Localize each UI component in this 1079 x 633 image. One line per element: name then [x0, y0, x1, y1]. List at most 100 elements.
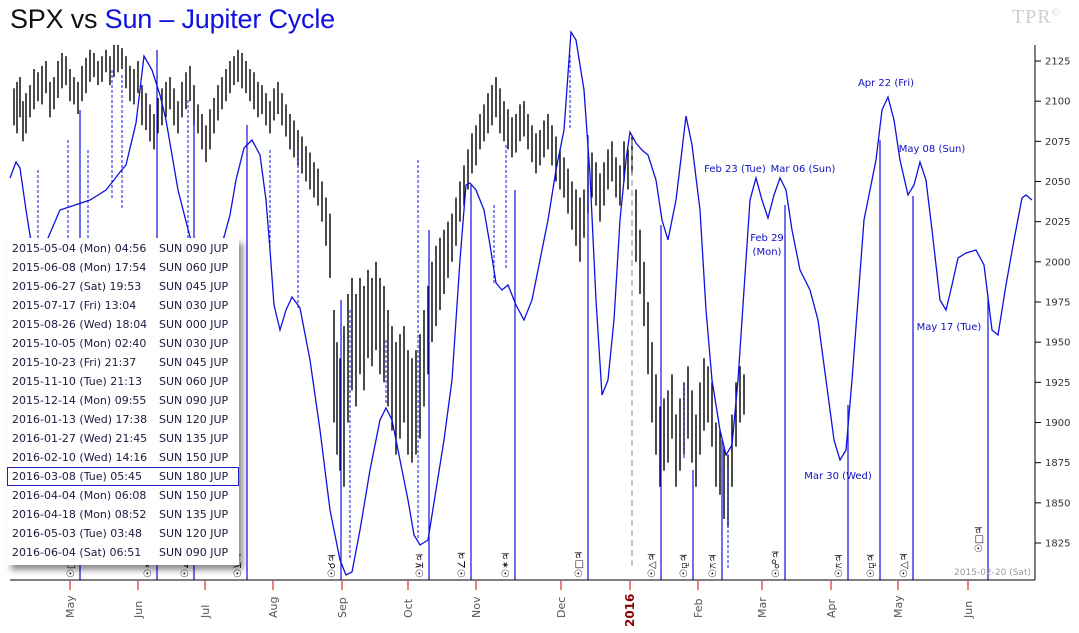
cycle-annotations: Feb 23 (Tue) Mar 06 (Sun) Feb 29 (Mon) Apr 2…: [704, 78, 981, 482]
legend-row: 2015-06-27 (Sat) 19:53 SUN 045 JUP: [7, 277, 239, 296]
cycle-annotation: Mar 06 (Sun): [771, 164, 836, 175]
legend-aspect: SUN 090 JUP: [159, 546, 229, 559]
aspect-glyph: ☉⊻♃: [415, 553, 426, 578]
month-label: Oct: [402, 598, 415, 618]
legend-aspect: SUN 135 JUP: [159, 508, 229, 521]
legend-aspect: SUN 135 JUP: [159, 432, 229, 445]
y-tick-label: 1900: [1045, 418, 1070, 429]
y-tick-label: 1875: [1045, 458, 1070, 469]
legend-row: 2015-11-10 (Tue) 21:13 SUN 060 JUP: [7, 372, 239, 391]
legend-aspect: SUN 120 JUP: [159, 527, 229, 540]
legend-aspect: SUN 030 JUP: [159, 337, 229, 350]
y-tick-label: 1925: [1045, 378, 1070, 389]
month-label: Jul: [199, 605, 212, 619]
aspect-glyph: ☉△♃: [899, 552, 910, 578]
month-label: 2016: [623, 594, 637, 627]
legend-date: 2015-11-10 (Tue) 21:13: [12, 375, 142, 388]
title-spx: SPX vs: [10, 4, 105, 34]
legend-date: 2016-04-04 (Mon) 06:08: [12, 489, 147, 502]
y-tick-label: 2000: [1045, 257, 1070, 268]
cycle-annotation: May 17 (Tue): [917, 322, 982, 333]
month-label: Apr: [825, 598, 838, 618]
aspect-glyph: ☉⚼♃: [679, 553, 690, 578]
aspect-glyph: ☉☌♃: [327, 553, 338, 578]
month-label: May: [64, 595, 77, 618]
legend-date: 2016-06-04 (Sat) 06:51: [12, 546, 142, 559]
legend-date: 2016-03-08 (Tue) 05:45: [12, 470, 142, 483]
month-label: Jun: [962, 601, 975, 619]
y-tick-label: 2125: [1045, 57, 1070, 68]
legend-date: 2015-10-05 (Mon) 02:40: [12, 337, 147, 350]
y-axis-ticks: 1825 1850 1875 1900 1925 1950 1975 2000 2025 2050…: [1035, 57, 1070, 550]
y-tick-label: 1950: [1045, 338, 1070, 349]
month-label: Nov: [470, 596, 483, 618]
y-tick-label: 1975: [1045, 298, 1070, 309]
legend-date: 2015-10-23 (Fri) 21:37: [12, 356, 137, 369]
aspect-glyph: ☉□♃: [574, 551, 585, 578]
legend-row: 2016-04-04 (Mon) 06:08 SUN 150 JUP: [7, 486, 239, 505]
legend-date: 2016-02-10 (Wed) 14:16: [12, 451, 148, 464]
legend-row: 2015-05-04 (Mon) 04:56 SUN 090 JUP: [7, 239, 239, 258]
aspect-vertical-lines: [79, 50, 989, 580]
legend-row: 2016-03-08 (Tue) 05:45 SUN 180 JUP: [7, 467, 239, 486]
brand-text: TPR: [1011, 6, 1052, 28]
aspect-glyph: ☉⊻♃: [233, 553, 244, 578]
y-tick-label: 2025: [1045, 217, 1070, 228]
legend-row: 2016-02-10 (Wed) 14:16 SUN 150 JUP: [7, 448, 239, 467]
aspect-glyph: ☉△♃: [647, 552, 658, 578]
y-tick-label: 2100: [1045, 97, 1070, 108]
legend-aspect: SUN 120 JUP: [159, 413, 229, 426]
month-label: Jun: [132, 601, 145, 619]
legend-aspect: SUN 150 JUP: [159, 451, 229, 464]
date-stamp: 2015-02-20 (Sat): [954, 568, 1031, 578]
legend-date: 2015-12-14 (Mon) 09:55: [12, 394, 147, 407]
title-cycle: Sun – Jupiter Cycle: [104, 4, 336, 34]
legend-aspect: SUN 030 JUP: [159, 299, 229, 312]
aspect-glyph: ☉⚻♃: [834, 553, 845, 578]
legend-aspect: SUN 000 JUP: [159, 318, 229, 331]
y-tick-label: 1850: [1045, 498, 1070, 509]
legend-date: 2015-06-08 (Mon) 17:54: [12, 261, 147, 274]
legend-date: 2015-08-26 (Wed) 18:04: [12, 318, 148, 331]
aspect-glyph: ☉∠♃: [457, 551, 468, 578]
brand-watermark: TPR©: [1012, 6, 1061, 29]
legend-aspect: SUN 060 JUP: [159, 375, 229, 388]
legend-row: 2016-04-18 (Mon) 08:52 SUN 135 JUP: [7, 505, 239, 524]
aspect-glyph: ☉☍♃: [771, 550, 782, 578]
legend-aspect: SUN 060 JUP: [159, 261, 229, 274]
legend-row: 2015-06-08 (Mon) 17:54 SUN 060 JUP: [7, 258, 239, 277]
aspect-glyph: ☉□♃: [974, 526, 985, 553]
legend-date: 2015-06-27 (Sat) 19:53: [12, 280, 142, 293]
legend-row: 2015-10-05 (Mon) 02:40 SUN 030 JUP: [7, 334, 239, 353]
cycle-annotation: (Mon): [753, 247, 782, 258]
legend-row: 2016-01-27 (Wed) 21:45 SUN 135 JUP: [7, 429, 239, 448]
cycle-annotation: Feb 23 (Tue): [704, 164, 766, 175]
legend-date: 2015-05-04 (Mon) 04:56: [12, 242, 147, 255]
month-label: Mar: [756, 597, 769, 618]
month-label: Feb: [692, 599, 705, 618]
legend-aspect: SUN 045 JUP: [159, 356, 229, 369]
y-tick-label: 2075: [1045, 137, 1070, 148]
legend-row: 2015-08-26 (Wed) 18:04 SUN 000 JUP: [7, 315, 239, 334]
month-label: May: [892, 595, 905, 618]
legend-row: 2015-12-14 (Mon) 09:55 SUN 090 JUP: [7, 391, 239, 410]
cycle-annotation: May 08 (Sun): [899, 144, 966, 155]
aspect-glyph: ☉⚼♃: [866, 553, 877, 578]
cycle-annotation: Mar 30 (Wed): [804, 471, 872, 482]
brand-mark: ©: [1051, 6, 1061, 19]
legend-aspect: SUN 090 JUP: [159, 394, 229, 407]
chart-title: SPX vs Sun – Jupiter Cycle: [10, 4, 335, 35]
y-tick-label: 1825: [1045, 539, 1070, 550]
month-label: Dec: [555, 597, 568, 618]
legend-row: 2016-01-13 (Wed) 17:38 SUN 120 JUP: [7, 410, 239, 429]
legend-aspect: SUN 150 JUP: [159, 489, 229, 502]
month-label: Sep: [336, 597, 349, 618]
legend-row: 2015-07-17 (Fri) 13:04 SUN 030 JUP: [7, 296, 239, 315]
cycle-dashed-connectors: [37, 55, 729, 570]
legend-row: 2015-10-23 (Fri) 21:37 SUN 045 JUP: [7, 353, 239, 372]
legend-date: 2016-01-27 (Wed) 21:45: [12, 432, 148, 445]
legend-date: 2016-04-18 (Mon) 08:52: [12, 508, 147, 521]
legend-date: 2016-05-03 (Tue) 03:48: [12, 527, 142, 540]
x-axis-month-ticks: May Jun Jul Aug Sep Oct Nov Dec 2016 Feb Mar Apr May…: [64, 581, 975, 627]
